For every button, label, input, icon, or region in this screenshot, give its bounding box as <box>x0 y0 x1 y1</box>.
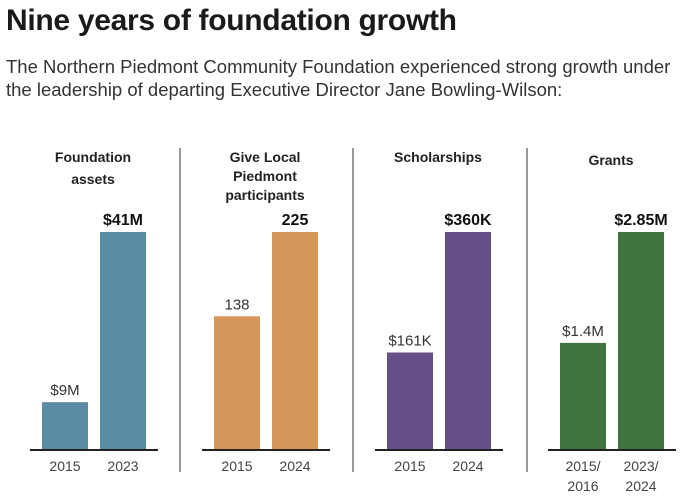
data-label: $41M <box>103 212 143 229</box>
data-label: $9M <box>50 382 79 399</box>
bar-20152016 <box>560 342 606 450</box>
category-label: 2023/ <box>623 458 658 474</box>
chart-subtitle: The Northern Piedmont Community Foundati… <box>6 56 671 100</box>
data-label: $161K <box>388 333 431 350</box>
bar-2024 <box>272 232 318 450</box>
panel-title: participants <box>225 187 305 203</box>
data-label: $1.4M <box>562 323 604 340</box>
category-label: 2024 <box>452 458 483 474</box>
panel-title: Scholarships <box>394 149 482 165</box>
category-label: 2015 <box>394 458 425 474</box>
category-label: 2016 <box>567 478 598 494</box>
panel-title: Foundation <box>55 149 131 165</box>
panel-title: Give Local <box>230 149 301 165</box>
panel-title: Piedmont <box>233 168 297 184</box>
bar-2023 <box>100 232 146 450</box>
category-label: 2015 <box>221 458 252 474</box>
category-label: 2024 <box>279 458 310 474</box>
panel-title: assets <box>71 171 115 187</box>
bar-20232024 <box>618 232 664 450</box>
chart-title: Nine years of foundation growth <box>6 4 457 37</box>
bar-2015 <box>214 316 260 450</box>
data-label: 138 <box>224 296 249 313</box>
data-label: $2.85M <box>614 212 667 229</box>
data-label: 225 <box>282 212 309 229</box>
bar-2015 <box>387 352 433 450</box>
bar-2024 <box>445 232 491 450</box>
data-label: $360K <box>444 212 492 229</box>
category-label: 2023 <box>107 458 138 474</box>
category-label: 2024 <box>625 478 656 494</box>
category-label: 2015/ <box>565 458 600 474</box>
panel-title: Grants <box>588 152 633 168</box>
category-label: 2015 <box>49 458 80 474</box>
bar-2015 <box>42 402 88 450</box>
